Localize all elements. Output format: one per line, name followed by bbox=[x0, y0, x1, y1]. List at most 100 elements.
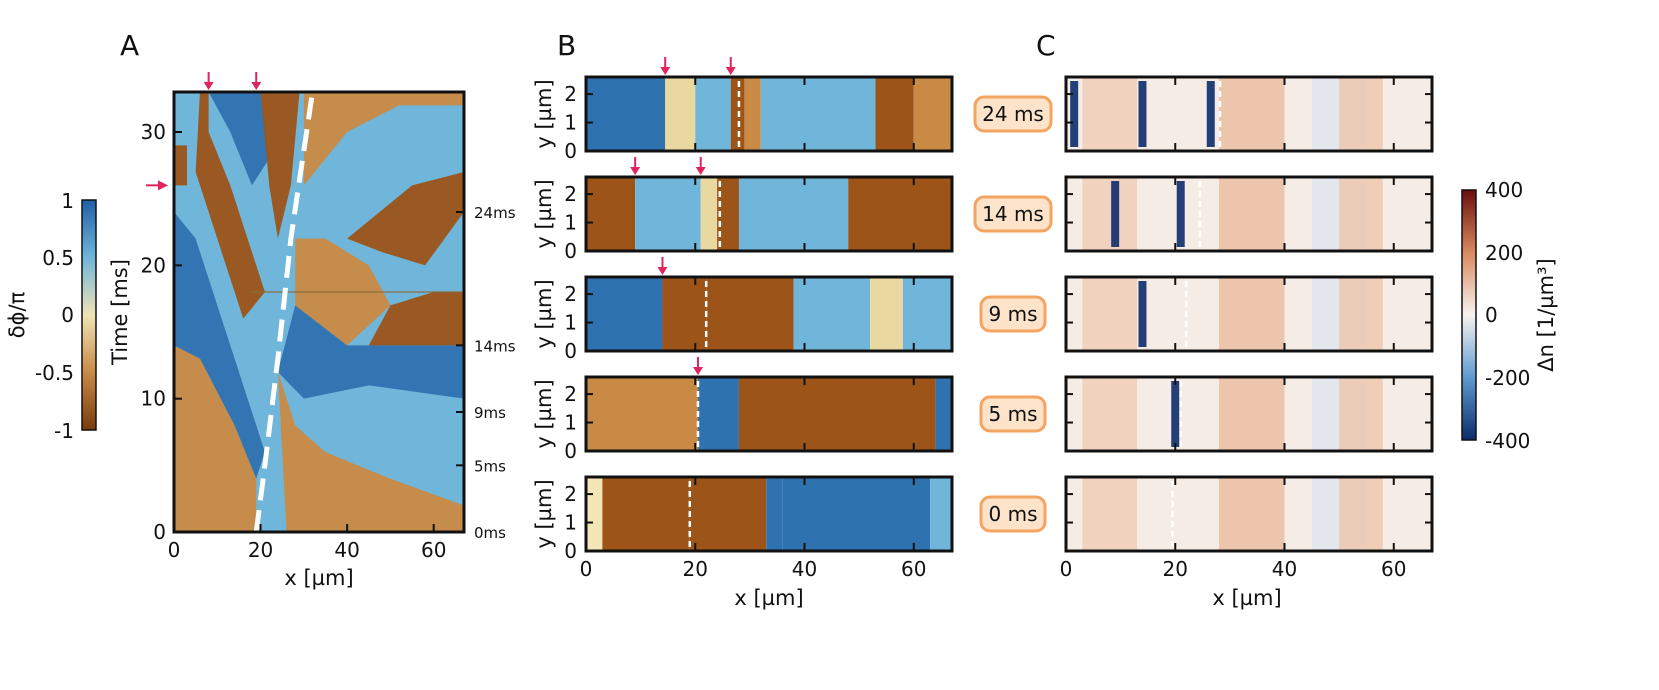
phase-band bbox=[602, 477, 690, 551]
time-badge-label: 0 ms bbox=[989, 502, 1038, 526]
row-frame bbox=[1064, 75, 1434, 153]
phase-domain bbox=[195, 92, 265, 319]
row-frame bbox=[584, 475, 954, 553]
colorbar-phase-tick: -0.5 bbox=[35, 361, 74, 385]
y-tick-label: 2 bbox=[564, 482, 577, 506]
time-badge-label: 5 ms bbox=[989, 402, 1038, 426]
phase-band bbox=[913, 77, 952, 151]
soliton-density-dip bbox=[1138, 281, 1147, 347]
time-badge-label: 24 ms bbox=[982, 102, 1044, 126]
soliton-density-dip bbox=[1176, 181, 1185, 247]
time-badge-label: 14 ms bbox=[982, 202, 1044, 226]
phase-band bbox=[870, 277, 903, 351]
phase-band bbox=[730, 77, 745, 151]
density-patch bbox=[1082, 77, 1138, 151]
panel-a-ylabel: Time [ms] bbox=[108, 259, 132, 366]
phase-band bbox=[586, 277, 663, 351]
panel-label-a: A bbox=[120, 29, 139, 62]
phase-band bbox=[793, 277, 871, 351]
y-tick-label: 1 bbox=[564, 511, 577, 535]
panel-c-row bbox=[1064, 275, 1434, 353]
soliton-density-dip bbox=[1171, 381, 1180, 447]
panel-b-row: 0 1 2 y [µm] bbox=[532, 475, 954, 563]
soliton-density-dip bbox=[1138, 81, 1147, 147]
time-badge bbox=[979, 495, 1047, 533]
phase-band bbox=[706, 277, 794, 351]
red-arrow-head bbox=[695, 167, 706, 175]
x-tick-label: 60 bbox=[901, 557, 926, 581]
soliton-density-dip bbox=[1206, 81, 1215, 147]
panel-b-ylabel: y [µm] bbox=[532, 279, 556, 348]
phase-domain bbox=[303, 92, 464, 186]
colorbar-density-tick: -200 bbox=[1485, 366, 1530, 390]
panel-label-c: C bbox=[1036, 29, 1056, 62]
red-arrow-head bbox=[630, 167, 641, 175]
phase-domain bbox=[174, 345, 257, 532]
time-badge-label: 9 ms bbox=[989, 302, 1038, 326]
x-tick-label: 40 bbox=[1272, 557, 1297, 581]
red-arrow-head bbox=[692, 367, 703, 375]
phase-band bbox=[689, 477, 767, 551]
red-arrow-head bbox=[251, 82, 262, 90]
y-tick-label: 1 bbox=[564, 211, 577, 235]
x-tick-label: 20 bbox=[1163, 557, 1188, 581]
y-tick-label: 0 bbox=[564, 539, 577, 563]
colorbar-phase-label: δϕ/π bbox=[5, 291, 29, 338]
row-frame bbox=[584, 175, 954, 253]
phase-band bbox=[635, 177, 701, 251]
density-patch bbox=[1218, 477, 1285, 551]
y-tick-label: 2 bbox=[564, 82, 577, 106]
x-tick-label: 0 bbox=[580, 557, 593, 581]
panel-c-row bbox=[1064, 175, 1434, 253]
panel-c-row bbox=[1064, 375, 1434, 453]
time-badge bbox=[979, 395, 1047, 433]
panel-b-xlabel: x [µm] bbox=[734, 586, 803, 610]
x-tick-label: 0 bbox=[1060, 557, 1073, 581]
y-tick-label: 0 bbox=[564, 339, 577, 363]
soliton-density-dip bbox=[1070, 81, 1079, 147]
phase-domain bbox=[347, 172, 464, 266]
phase-band bbox=[586, 77, 666, 151]
red-arrow-head bbox=[203, 82, 214, 90]
y-tick-label: 30 bbox=[141, 120, 166, 144]
red-arrow-head bbox=[660, 67, 671, 75]
density-patch bbox=[1218, 177, 1285, 251]
phase-band bbox=[760, 77, 876, 151]
density-patch bbox=[1082, 177, 1138, 251]
red-arrow-head bbox=[158, 180, 168, 191]
phase-band bbox=[586, 477, 603, 551]
phase-band bbox=[848, 177, 952, 251]
colorbar-density-tick: 0 bbox=[1485, 303, 1498, 327]
row-frame bbox=[584, 75, 954, 153]
phase-band bbox=[700, 177, 718, 251]
red-arrow-head bbox=[725, 67, 736, 75]
colorbar-density: 400 200 0 -200 -400 Δn [1/µm³] bbox=[1461, 178, 1558, 453]
density-patch bbox=[1218, 277, 1285, 351]
phase-band bbox=[695, 77, 731, 151]
phase-domain bbox=[260, 92, 300, 239]
time-marker-label: 0ms bbox=[474, 524, 506, 542]
panel-a-xlabel: x [µm] bbox=[284, 566, 353, 590]
x-tick-label: 40 bbox=[334, 538, 359, 562]
time-badges: 24 ms 14 ms 9 ms 5 ms 0 ms bbox=[973, 95, 1053, 533]
time-badge bbox=[973, 95, 1053, 133]
y-tick-label: 0 bbox=[564, 139, 577, 163]
density-patch bbox=[1339, 477, 1383, 551]
phase-domain bbox=[208, 92, 270, 186]
phase-band bbox=[738, 177, 849, 251]
row-frame bbox=[1064, 175, 1434, 253]
phase-band bbox=[586, 177, 636, 251]
y-tick-label: 20 bbox=[141, 253, 166, 277]
panel-b-ylabel: y [µm] bbox=[532, 79, 556, 148]
row-frame bbox=[1064, 475, 1434, 553]
colorbar-density-tick: 200 bbox=[1485, 241, 1523, 265]
colorbar-phase-tick: 1 bbox=[61, 189, 74, 213]
red-arrow-head bbox=[657, 267, 668, 275]
phase-band bbox=[782, 477, 931, 551]
colorbar-density-label: Δn [1/µm³] bbox=[1534, 258, 1558, 371]
colorbar-density-tick: 400 bbox=[1485, 178, 1523, 202]
phase-domain bbox=[368, 292, 464, 346]
density-patch bbox=[1218, 77, 1285, 151]
y-tick-label: 0 bbox=[564, 239, 577, 263]
